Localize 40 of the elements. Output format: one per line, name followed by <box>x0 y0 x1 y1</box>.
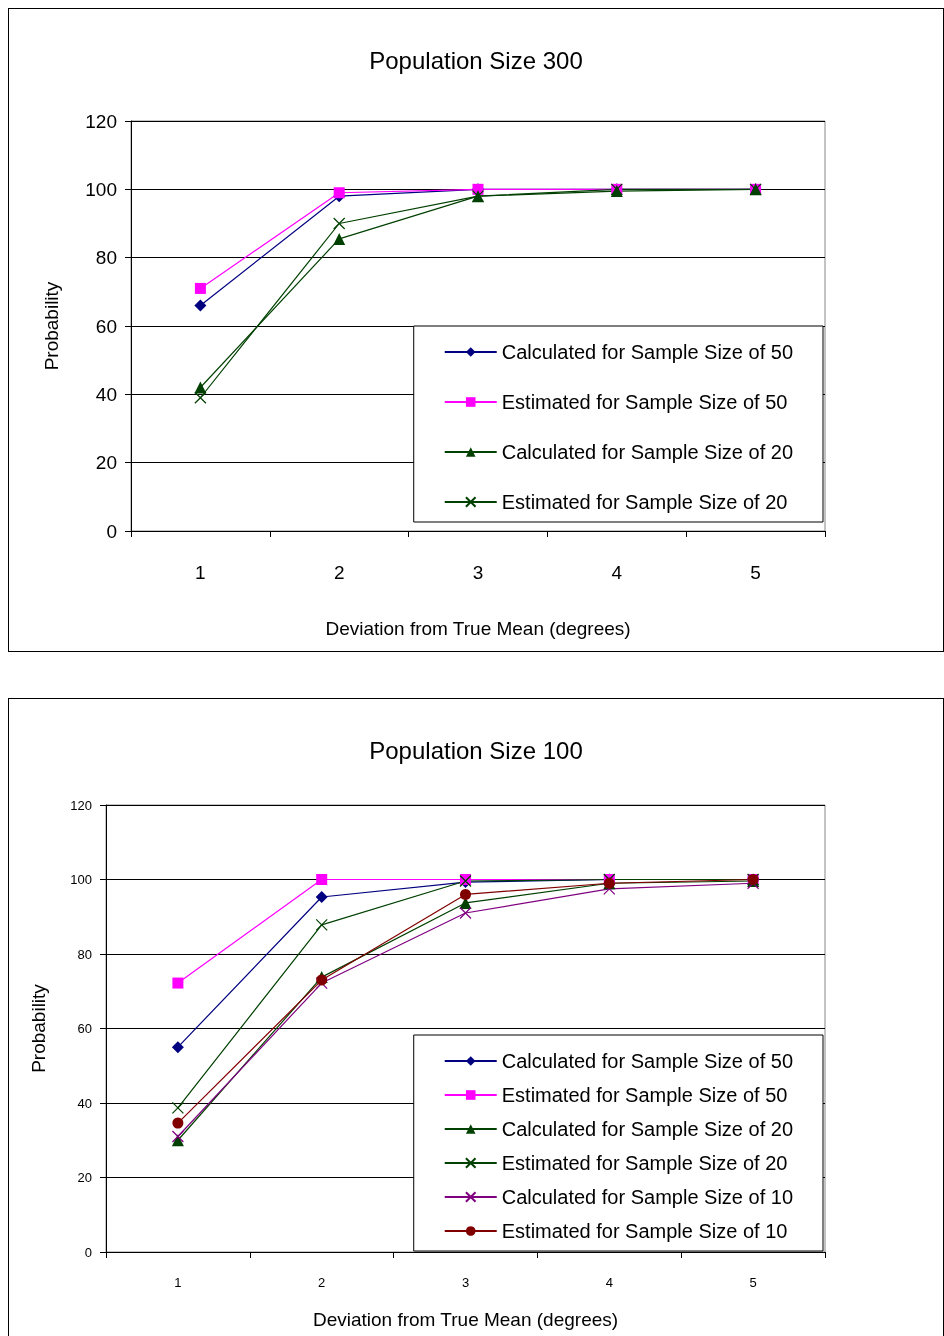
x-tick-label: 2 <box>318 1275 326 1290</box>
y-tick-label: 80 <box>95 247 117 269</box>
y-tick-label: 120 <box>70 797 92 813</box>
legend-label: Calculated for Sample Size of 10 <box>501 1186 794 1208</box>
x-tick-label: 2 <box>333 562 345 583</box>
y-tick-label: 120 <box>85 110 117 132</box>
x-tick-label: 1 <box>174 1275 182 1290</box>
legend-label: Estimated for Sample Size of 50 <box>501 391 788 413</box>
legend-label: Estimated for Sample Size of 20 <box>501 1152 788 1174</box>
x-tick-label: 1 <box>195 562 206 583</box>
y-axis-title: Probability <box>41 281 62 371</box>
y-tick-label: 20 <box>95 452 117 474</box>
x-tick-label: 4 <box>611 562 623 583</box>
chart-title: Population Size 300 <box>369 46 583 74</box>
legend-label: Estimated for Sample Size of 20 <box>501 491 788 513</box>
y-tick-label: 0 <box>84 1244 92 1260</box>
y-tick-label: 100 <box>85 178 117 200</box>
x-tick-label: 4 <box>605 1275 613 1290</box>
y-tick-label: 100 <box>70 872 92 887</box>
y-tick-label: 60 <box>77 1021 92 1036</box>
chart-title: Population Size 100 <box>369 736 583 764</box>
x-axis-title: Deviation from True Mean (degrees) <box>312 1309 619 1330</box>
y-tick-label: 0 <box>106 520 117 542</box>
legend-label: Calculated for Sample Size of 50 <box>501 341 794 363</box>
y-tick-label: 20 <box>77 1170 92 1185</box>
legend-label: Calculated for Sample Size of 20 <box>501 1118 794 1140</box>
x-tick-label: 3 <box>472 562 484 583</box>
y-tick-label: 60 <box>95 315 117 337</box>
legend-label: Calculated for Sample Size of 20 <box>501 441 794 463</box>
y-tick-label: 40 <box>95 383 117 405</box>
x-tick-label: 5 <box>749 1275 757 1290</box>
y-tick-label: 80 <box>77 946 92 962</box>
y-axis-title: Probability <box>28 983 49 1073</box>
x-tick-label: 3 <box>461 1275 470 1290</box>
legend-label: Estimated for Sample Size of 50 <box>501 1084 788 1106</box>
x-tick-label: 5 <box>750 562 761 583</box>
y-tick-label: 40 <box>77 1095 92 1111</box>
legend-label: Estimated for Sample Size of 10 <box>501 1220 788 1242</box>
legend-label: Calculated for Sample Size of 50 <box>501 1050 794 1072</box>
x-axis-title: Deviation from True Mean (degrees) <box>325 618 631 639</box>
